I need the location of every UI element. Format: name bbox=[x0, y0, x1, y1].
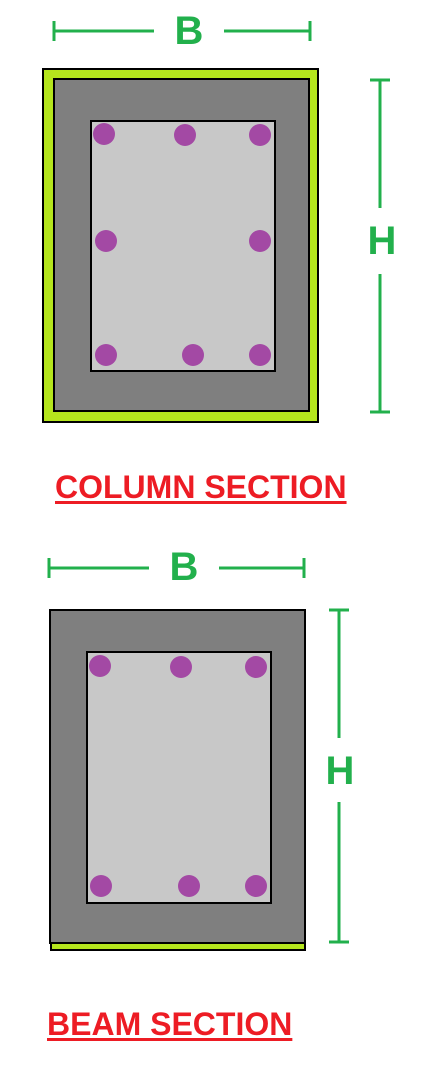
column-section: B H bbox=[42, 9, 397, 423]
column-core bbox=[90, 120, 276, 372]
column-rebar bbox=[249, 230, 271, 252]
beam-section: B H bbox=[47, 545, 355, 951]
column-width-dimension bbox=[52, 21, 312, 41]
beam-rebar bbox=[90, 875, 112, 897]
beam-height-label: H bbox=[326, 749, 355, 793]
beam-section-caption: BEAM SECTION bbox=[47, 1006, 293, 1042]
column-rebar bbox=[249, 124, 271, 146]
beam-rebar bbox=[170, 656, 192, 678]
column-rebar bbox=[174, 124, 196, 146]
column-section-caption: COLUMN SECTION bbox=[55, 469, 347, 505]
beam-rebars bbox=[89, 655, 267, 897]
beam-height-dimension bbox=[329, 608, 349, 944]
column-height-label: H bbox=[368, 219, 397, 263]
beam-rebar bbox=[89, 655, 111, 677]
beam-rebar bbox=[178, 875, 200, 897]
beam-core bbox=[86, 651, 272, 904]
column-rebar bbox=[249, 344, 271, 366]
beam-width-dimension bbox=[47, 558, 306, 578]
beam-width-label: B bbox=[170, 545, 199, 589]
column-rebar bbox=[93, 123, 115, 145]
column-rebar bbox=[95, 230, 117, 252]
beam-rebar bbox=[245, 875, 267, 897]
column-rebar bbox=[95, 344, 117, 366]
beam-rebar bbox=[245, 656, 267, 678]
column-width-label: B bbox=[175, 9, 204, 53]
column-rebars bbox=[93, 123, 271, 366]
column-rebar bbox=[182, 344, 204, 366]
column-height-dimension bbox=[370, 78, 390, 414]
